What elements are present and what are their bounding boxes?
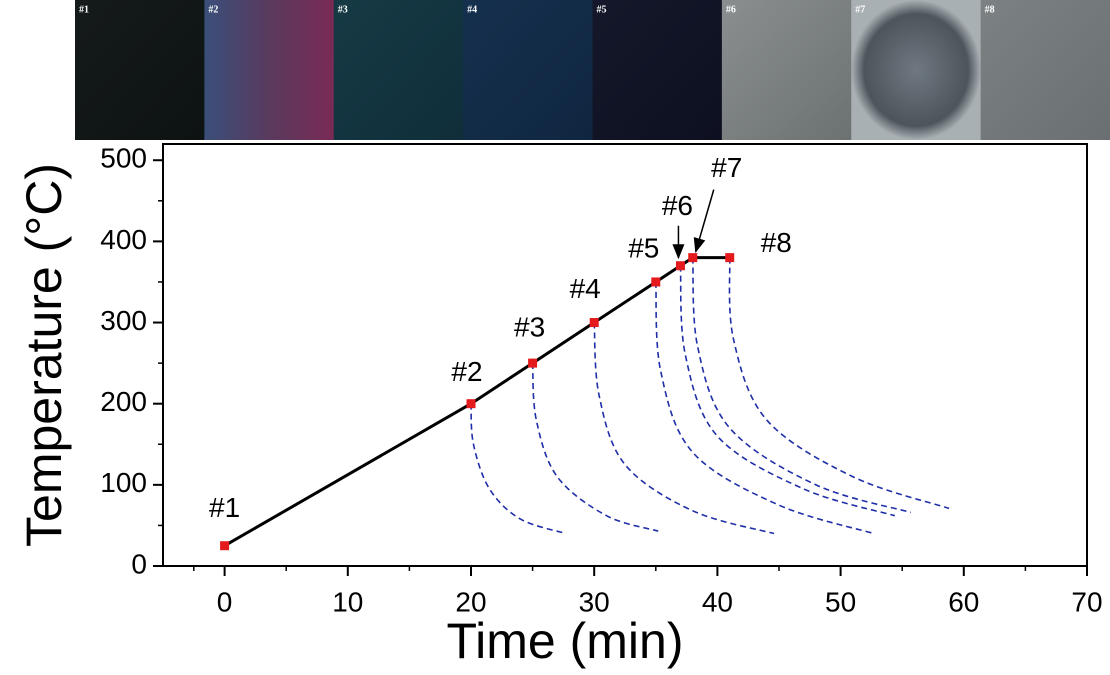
marker bbox=[651, 277, 661, 287]
point-label: #4 bbox=[570, 273, 601, 304]
point-label: #8 bbox=[761, 227, 792, 258]
photo-panel bbox=[721, 0, 852, 140]
photo-panel bbox=[333, 0, 464, 140]
photo-panel bbox=[592, 0, 723, 140]
x-tick-label: 0 bbox=[217, 586, 233, 617]
y-tick-label: 400 bbox=[100, 224, 147, 255]
x-tick-label: 30 bbox=[579, 586, 610, 617]
cooling-curve bbox=[728, 257, 950, 510]
photo-label: #2 bbox=[208, 4, 218, 15]
cooling-curve bbox=[470, 403, 567, 535]
photo-panel bbox=[851, 0, 982, 140]
cooling-curve bbox=[593, 322, 775, 535]
photo-panel bbox=[75, 0, 205, 140]
marker bbox=[688, 253, 698, 263]
plot-frame bbox=[162, 143, 1088, 567]
photo-label: #6 bbox=[726, 4, 736, 15]
photo-label: #3 bbox=[338, 4, 348, 15]
marker bbox=[528, 358, 538, 368]
photo-panel bbox=[980, 0, 1110, 140]
photo-label: #1 bbox=[79, 4, 89, 15]
y-tick-label: 500 bbox=[100, 143, 147, 174]
x-tick-label: 40 bbox=[702, 586, 733, 617]
cooling-curve bbox=[679, 265, 896, 517]
heating-line bbox=[223, 256, 730, 548]
x-tick-label: 50 bbox=[825, 586, 856, 617]
photo-panel bbox=[463, 0, 593, 140]
y-axis-title: Temperature (°C) bbox=[16, 163, 72, 547]
x-tick-label: 60 bbox=[948, 586, 979, 617]
y-tick-label: 0 bbox=[131, 548, 147, 579]
photo-label: #8 bbox=[985, 4, 995, 15]
cooling-curve bbox=[691, 257, 912, 514]
arrow bbox=[693, 189, 715, 254]
x-tick-label: 70 bbox=[1071, 586, 1102, 617]
point-label: #7 bbox=[711, 152, 742, 183]
marker bbox=[675, 261, 685, 271]
y-tick-label: 300 bbox=[100, 305, 147, 336]
photo-panel bbox=[204, 0, 335, 140]
y-tick-label: 100 bbox=[100, 467, 147, 498]
point-label: #2 bbox=[451, 356, 482, 387]
marker bbox=[466, 399, 476, 409]
marker bbox=[220, 541, 230, 551]
photo-label: #7 bbox=[855, 4, 865, 15]
marker bbox=[725, 253, 735, 263]
photo-label: #5 bbox=[597, 4, 607, 15]
point-label: #3 bbox=[514, 312, 545, 343]
x-tick-label: 10 bbox=[332, 586, 363, 617]
x-axis-title: Time (min) bbox=[446, 613, 683, 669]
y-tick-label: 200 bbox=[100, 386, 147, 417]
marker bbox=[589, 318, 599, 328]
cooling-curve bbox=[655, 281, 875, 535]
point-label: #5 bbox=[628, 232, 659, 263]
x-tick-label: 20 bbox=[455, 586, 486, 617]
cooling-curve bbox=[531, 363, 659, 532]
point-label: #6 bbox=[662, 190, 693, 221]
point-label: #1 bbox=[209, 492, 240, 523]
photo-label: #4 bbox=[467, 4, 477, 15]
